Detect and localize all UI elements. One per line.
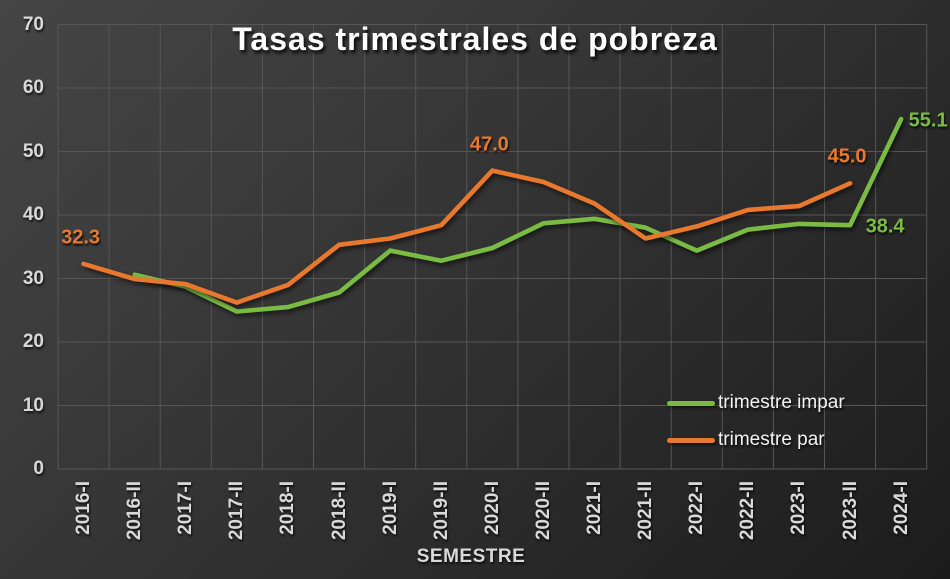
data-label: 55.1 [908, 109, 948, 132]
legend-item-trimestre-impar: trimestre impar [667, 391, 845, 415]
data-label: 47.0 [469, 133, 509, 156]
legend-label: trimestre par [718, 429, 825, 450]
x-axis-tick-label-text: 2022-I [686, 481, 708, 535]
y-axis-tick-label: 60 [22, 77, 44, 98]
x-axis-tick-label-text: 2019-II [430, 481, 452, 541]
x-axis-tick-label-text: 2016-II [124, 481, 146, 541]
y-axis-tick-label: 20 [22, 331, 44, 352]
legend-label: trimestre impar [718, 392, 845, 413]
x-axis-tick-label-text: 2021-II [635, 481, 657, 541]
x-axis-tick-label-text: 2017-I [175, 481, 197, 535]
x-axis-tick-label-text: 2021-I [584, 481, 606, 535]
data-label: 32.3 [61, 226, 101, 249]
x-axis-tick-label-text: 2022-II [737, 481, 759, 541]
legend-item-trimestre-par: trimestre par [667, 428, 845, 452]
y-axis-tick-label: 0 [33, 458, 44, 479]
x-axis-tick-label-text: 2023-II [839, 481, 861, 541]
y-axis-tick-label: 70 [22, 13, 44, 35]
x-axis-tick-label-text: 2023-I [788, 481, 810, 535]
series-line-trimestre-par [81, 168, 853, 305]
legend: trimestre impar trimestre par [667, 391, 845, 465]
chart-title: Tasas trimestrales de pobreza [232, 21, 718, 57]
data-label: 38.4 [865, 215, 905, 238]
y-axis-tick-label: 40 [22, 204, 44, 225]
series-line-trimestre-impar [132, 116, 904, 314]
x-axis-tick-label-text: 2017-II [226, 481, 248, 541]
x-axis-tick-label-text: 2016-I [73, 481, 95, 535]
x-axis-tick-label-text: 2020-II [532, 481, 554, 541]
x-axis-title: SEMESTRE [416, 546, 526, 567]
x-axis-tick-label-text: 2018-I [277, 481, 299, 535]
x-axis-tick-label-text: 2020-I [481, 481, 503, 535]
y-axis-tick-label: 50 [22, 140, 44, 162]
x-axis-tick-label-text: 2024-I [890, 481, 912, 535]
legend-swatch-icon [667, 437, 715, 443]
legend-swatch-icon [667, 400, 715, 406]
x-axis-tick-label-text: 2018-II [328, 481, 350, 541]
x-axis-tick-label-text: 2019-I [379, 481, 401, 535]
data-label: 45.0 [827, 145, 867, 168]
y-axis-tick-label: 10 [22, 394, 44, 416]
y-axis-tick-label: 30 [22, 267, 44, 289]
